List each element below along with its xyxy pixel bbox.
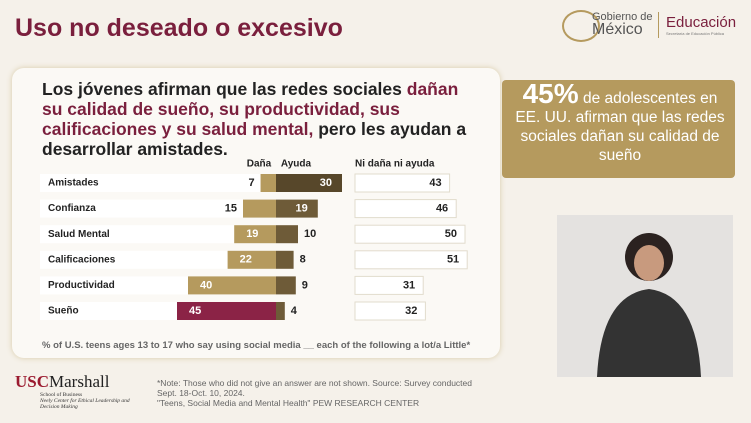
category-label: Productividad <box>48 280 115 291</box>
value-label: 8 <box>300 254 306 266</box>
lead: Los jóvenes afirman que las redes social… <box>42 79 407 99</box>
school: School of Business <box>40 392 83 398</box>
usc-logo: USCMarshall <box>15 372 109 392</box>
chart-footnote: % of U.S. teens ages 13 to 17 who say us… <box>42 340 471 351</box>
value-label: 43 <box>429 177 441 189</box>
value-label: 19 <box>246 228 258 240</box>
value-label: 31 <box>403 279 415 291</box>
value-label: 15 <box>225 203 237 215</box>
divider <box>658 12 659 38</box>
value-label: 10 <box>304 228 316 240</box>
bar-help <box>276 276 296 295</box>
note-text: *Note: Those who did not give an answer … <box>157 378 473 398</box>
edu-sub: Secretaría de Educación Pública <box>666 31 725 36</box>
usc: USC <box>15 372 50 391</box>
gov-line2: México <box>592 21 643 38</box>
value-label: 45 <box>189 305 201 317</box>
bar-help <box>276 174 342 192</box>
bar-neither <box>354 199 457 219</box>
category-label: Calificaciones <box>48 254 116 265</box>
row-bg <box>40 225 260 244</box>
category-label: Sueño <box>48 306 79 317</box>
bar-neither <box>354 224 466 244</box>
bar-neither <box>354 173 451 193</box>
value-label: 9 <box>302 279 308 291</box>
category-label: Confianza <box>48 203 96 214</box>
lead: pero les ayudan a desarrollar amistades. <box>42 119 467 159</box>
value-label: 4 <box>291 305 298 317</box>
bar-help <box>276 199 318 218</box>
bar-help <box>276 250 294 269</box>
bar-harm <box>260 174 276 192</box>
card-lead: Los jóvenes afirman que las redes social… <box>42 79 482 159</box>
marshall: Marshall <box>49 372 110 391</box>
row-bg <box>40 250 260 269</box>
value-label: 40 <box>200 279 212 291</box>
note: *Note: Those who did not give an answer … <box>157 378 487 408</box>
value-label: 7 <box>248 177 254 189</box>
lead-highlight: dañan su calidad de sueño, su productivi… <box>42 79 459 139</box>
bar-harm <box>243 199 276 218</box>
value-label: 32 <box>405 305 417 317</box>
edu: Educación <box>666 14 737 31</box>
row-bg <box>40 199 260 218</box>
bar-help <box>276 302 285 320</box>
interpreter <box>597 233 701 377</box>
stat-text: 45% de adolescentes en EE. UU. afirman q… <box>510 80 730 165</box>
legend-label: Daña <box>247 159 272 170</box>
bar-help <box>276 225 298 244</box>
video-interpreter <box>557 215 733 377</box>
stat-desc: de adolescentes en EE. UU. afirman que l… <box>515 90 725 164</box>
bar-harm <box>227 250 276 269</box>
bar-neither <box>354 275 424 295</box>
gov-line1: Gobierno de <box>592 11 653 23</box>
center: Neely Center for Ethical Leadership and … <box>40 398 130 410</box>
value-label: 19 <box>296 203 308 215</box>
value-label: 22 <box>240 254 252 266</box>
bar-neither <box>354 301 426 321</box>
stat: 45% <box>522 78 579 109</box>
category-label: Salud Mental <box>48 229 110 240</box>
value-label: 51 <box>447 254 459 266</box>
row-bg <box>40 174 260 192</box>
bar-harm <box>188 276 276 295</box>
value-label: 50 <box>445 228 457 240</box>
slide-title: Uso no deseado o excesivo <box>15 14 343 42</box>
legend-label: Ni daña ni ayuda <box>355 159 435 170</box>
legend-label: Ayuda <box>281 159 312 170</box>
source: "Teens, Social Media and Mental Health" … <box>157 398 420 408</box>
value-label: 46 <box>436 203 448 215</box>
bar-neither <box>354 250 468 270</box>
category-label: Amistades <box>48 178 99 189</box>
gov-emblem <box>562 10 600 42</box>
stat-box <box>502 80 735 178</box>
value-label: 30 <box>320 177 332 189</box>
bar-harm <box>234 225 276 244</box>
bar-harm <box>177 302 276 320</box>
